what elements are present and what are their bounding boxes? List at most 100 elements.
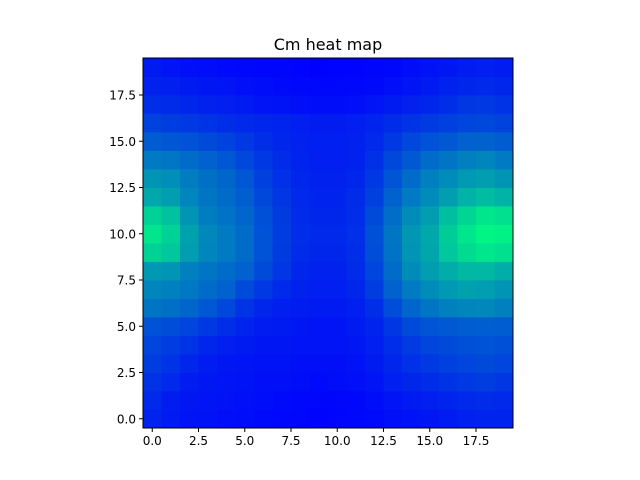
heatmap-cell: [272, 113, 292, 133]
heatmap-cell: [143, 243, 162, 262]
heatmap-cell: [402, 224, 421, 244]
heatmap-cell: [217, 187, 236, 207]
heatmap-cell: [291, 150, 310, 170]
heatmap-cell: [457, 187, 477, 207]
heatmap-cell: [254, 354, 273, 373]
heatmap-cell: [235, 169, 255, 188]
heatmap-cell: [180, 409, 199, 429]
heatmap-cell: [217, 354, 236, 373]
heatmap-cell: [328, 391, 347, 410]
heatmap-cell: [217, 58, 236, 77]
heatmap-cell: [439, 58, 458, 77]
heatmap-cell: [383, 372, 403, 392]
heatmap-cell: [291, 372, 310, 392]
heatmap-cell: [235, 261, 255, 281]
heatmap-cell: [439, 335, 458, 355]
heatmap-cell: [402, 280, 421, 299]
heatmap-cell: [420, 132, 440, 151]
heatmap-cell: [291, 224, 310, 244]
heatmap-cell: [457, 409, 477, 429]
heatmap-cell: [217, 150, 236, 170]
heatmap-cell: [198, 132, 218, 151]
heatmap-cell: [198, 261, 218, 281]
heatmap-cell: [161, 187, 181, 207]
heatmap-cell: [272, 58, 292, 77]
heatmap-cell: [161, 58, 181, 77]
heatmap-cell: [198, 243, 218, 262]
heatmap-cell: [254, 187, 273, 207]
heatmap-cell: [291, 169, 310, 188]
heatmap-cell: [235, 58, 255, 77]
heatmap-cell: [180, 391, 199, 410]
heatmap-cell: [143, 150, 162, 170]
heatmap-cell: [180, 298, 199, 318]
heatmap-cell: [439, 187, 458, 207]
heatmap-cell: [217, 409, 236, 429]
heatmap-cell: [161, 76, 181, 96]
x-tick-label: 7.5: [281, 434, 300, 448]
heatmap-cell: [402, 187, 421, 207]
heatmap-cell: [217, 169, 236, 188]
heatmap-cell: [420, 409, 440, 429]
heatmap-cell: [309, 224, 329, 244]
heatmap-cell: [494, 391, 514, 410]
heatmap-cell: [198, 169, 218, 188]
heatmap-cell: [457, 76, 477, 96]
heatmap-cell: [457, 58, 477, 77]
heatmap-cell: [402, 169, 421, 188]
heatmap-cell: [439, 76, 458, 96]
heatmap-cell: [143, 187, 162, 207]
heatmap-cell: [198, 298, 218, 318]
heatmap-cell: [383, 354, 403, 373]
heatmap-cell: [439, 409, 458, 429]
heatmap-cell: [291, 132, 310, 151]
heatmap-cell: [272, 150, 292, 170]
heatmap-cell: [420, 224, 440, 244]
heatmap-cell: [143, 132, 162, 151]
heatmap-cell: [439, 372, 458, 392]
heatmap-cell: [180, 95, 199, 114]
heatmap-cell: [272, 391, 292, 410]
heatmap-cell: [235, 187, 255, 207]
heatmap-cell: [254, 58, 273, 77]
heatmap-cell: [309, 298, 329, 318]
y-tick-label: 5.0: [117, 320, 136, 334]
heatmap-cell: [402, 243, 421, 262]
heatmap-cell: [346, 280, 366, 299]
heatmap-cell: [291, 335, 310, 355]
heatmap-cell: [309, 150, 329, 170]
heatmap-cell: [272, 335, 292, 355]
x-tick-label: 2.5: [189, 434, 208, 448]
heatmap-cell: [402, 317, 421, 336]
heatmap-cell: [457, 317, 477, 336]
heatmap-cell: [291, 113, 310, 133]
heatmap-cell: [420, 280, 440, 299]
heatmap-cell: [494, 280, 514, 299]
heatmap-cell: [272, 224, 292, 244]
heatmap-cell: [180, 150, 199, 170]
heatmap-cell: [328, 354, 347, 373]
heatmap-cell: [143, 76, 162, 96]
heatmap-cell: [235, 335, 255, 355]
heatmap-cell: [476, 76, 495, 96]
heatmap-cell: [420, 76, 440, 96]
heatmap-cell: [291, 409, 310, 429]
heatmap-cell: [476, 187, 495, 207]
heatmap-cell: [494, 261, 514, 281]
heatmap-cell: [180, 113, 199, 133]
x-tick-label: 0.0: [143, 434, 162, 448]
heatmap-cell: [457, 169, 477, 188]
heatmap-cell: [365, 354, 384, 373]
heatmap-cell: [235, 317, 255, 336]
heatmap-cell: [235, 76, 255, 96]
heatmap-cell: [383, 58, 403, 77]
heatmap-cell: [439, 317, 458, 336]
heatmap-cell: [476, 243, 495, 262]
heatmap-cell: [457, 261, 477, 281]
heatmap-cell: [143, 335, 162, 355]
heatmap-cell: [328, 76, 347, 96]
heatmap-cell: [143, 261, 162, 281]
heatmap-cell: [476, 224, 495, 244]
heatmap-cell: [439, 95, 458, 114]
y-tick-label: 15.0: [109, 135, 136, 149]
